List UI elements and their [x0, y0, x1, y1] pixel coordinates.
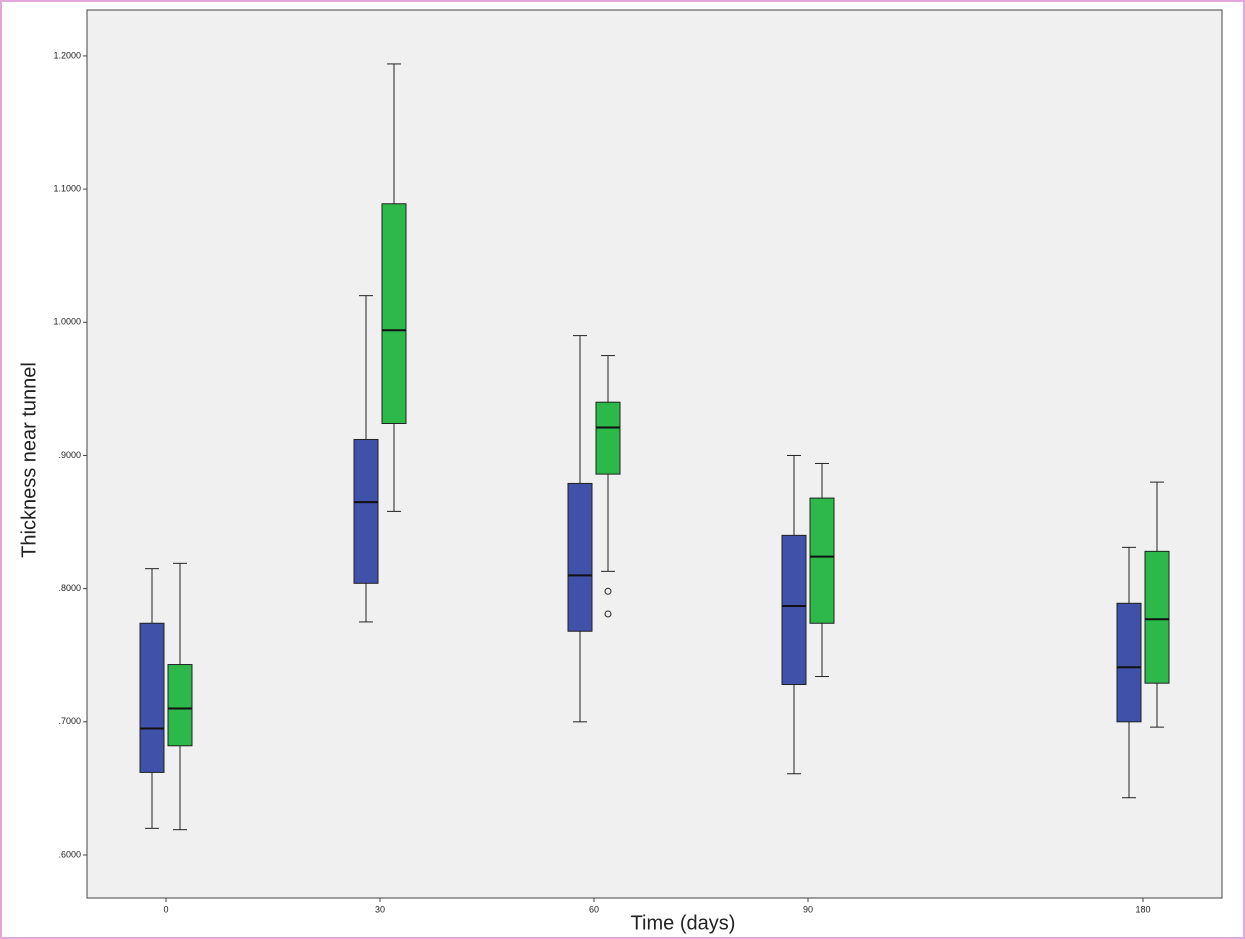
x-tick-label: 180: [1135, 904, 1150, 914]
x-tick-label: 0: [163, 904, 168, 914]
box: [167, 664, 193, 747]
box: [1144, 550, 1170, 684]
outlier: [604, 610, 612, 618]
box: [139, 622, 165, 773]
box: [381, 203, 407, 425]
x-tick-label: 90: [803, 904, 813, 914]
y-tick-label: .6000: [58, 849, 81, 859]
box: [567, 482, 593, 632]
y-tick-label: .7000: [58, 716, 81, 726]
y-tick-label: 1.2000: [53, 50, 81, 60]
box: [595, 401, 621, 475]
box: [1116, 602, 1142, 723]
y-tick-label: 1.0000: [53, 317, 81, 327]
x-tick-label: 30: [375, 904, 385, 914]
outlier: [604, 587, 612, 595]
plot-area: [86, 9, 1223, 899]
y-tick-label: .9000: [58, 450, 81, 460]
box: [781, 534, 807, 686]
box: [809, 497, 835, 624]
y-tick-label: .8000: [58, 583, 81, 593]
x-tick-label: 60: [589, 904, 599, 914]
y-tick-label: 1.1000: [53, 183, 81, 193]
box: [353, 438, 379, 584]
y-axis-label: Thickness near tunnel: [18, 362, 40, 558]
x-axis-label: Time (days): [631, 912, 736, 934]
